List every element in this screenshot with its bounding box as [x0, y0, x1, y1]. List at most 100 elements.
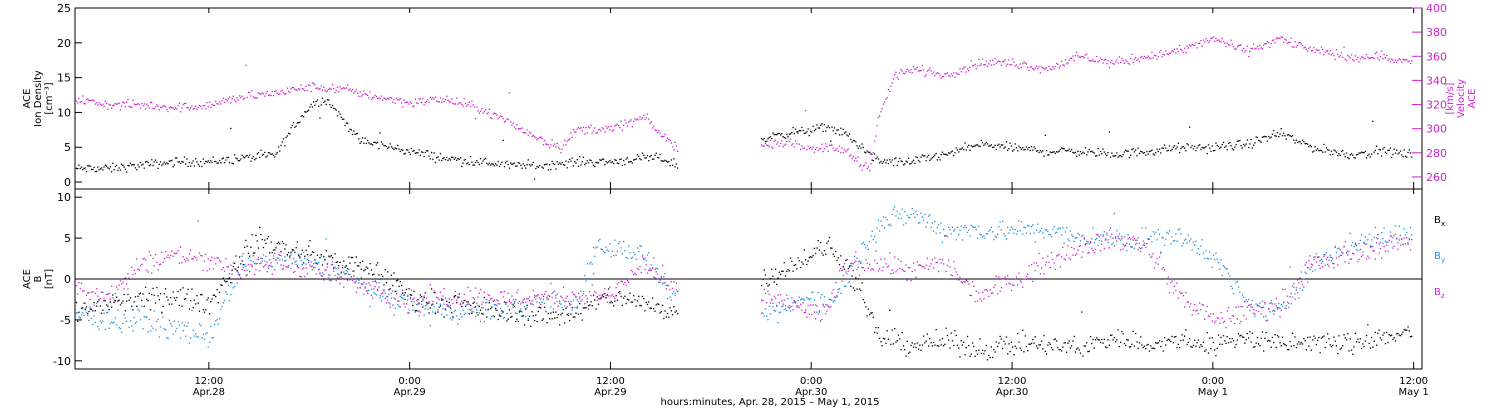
data-point: [370, 91, 371, 92]
data-point: [525, 168, 526, 169]
data-point: [662, 160, 663, 161]
data-point: [466, 301, 467, 302]
data-point: [328, 99, 329, 100]
data-point: [912, 342, 913, 343]
data-point: [211, 337, 212, 338]
data-point: [85, 308, 86, 309]
data-point: [398, 99, 399, 100]
data-point: [146, 161, 147, 162]
data-point: [796, 268, 797, 269]
data-point: [390, 143, 391, 144]
data-point: [503, 140, 504, 141]
data-point: [1256, 303, 1257, 304]
data-point: [1018, 68, 1019, 69]
data-point: [159, 164, 160, 165]
data-point: [567, 314, 568, 315]
data-point: [1263, 45, 1264, 46]
data-point: [233, 262, 234, 263]
data-point: [400, 296, 401, 297]
data-point: [1197, 310, 1198, 311]
data-point: [967, 336, 968, 337]
data-point: [130, 106, 131, 107]
data-point: [938, 73, 939, 74]
data-point: [1276, 305, 1277, 306]
data-point: [1214, 349, 1215, 350]
data-point: [1054, 226, 1055, 227]
data-point: [1149, 254, 1150, 255]
data-point: [533, 315, 534, 316]
data-point: [573, 165, 574, 166]
data-point: [437, 297, 438, 298]
data-point: [452, 103, 453, 104]
data-point: [1197, 342, 1198, 343]
data-point: [903, 73, 904, 74]
data-point: [311, 254, 312, 255]
data-point: [431, 288, 432, 289]
data-point: [1291, 293, 1292, 294]
data-point: [1289, 135, 1290, 136]
data-point: [588, 309, 589, 310]
data-point: [529, 131, 530, 132]
data-point: [1269, 47, 1270, 48]
data-point: [1213, 150, 1214, 151]
data-point: [1174, 240, 1175, 241]
data-point: [1120, 240, 1121, 241]
data-point: [1116, 152, 1117, 153]
data-point: [1123, 333, 1124, 334]
data-point: [306, 267, 307, 268]
data-point: [1210, 38, 1211, 39]
data-point: [147, 271, 148, 272]
data-point: [879, 162, 880, 163]
data-point: [1021, 221, 1022, 222]
data-point: [150, 164, 151, 165]
data-point: [334, 92, 335, 93]
data-point: [947, 72, 948, 73]
data-point: [1348, 251, 1349, 252]
data-point: [1072, 236, 1073, 237]
data-point: [1220, 147, 1221, 148]
data-point: [1225, 268, 1226, 269]
data-point: [1273, 310, 1274, 311]
data-point: [1128, 238, 1129, 239]
data-point: [575, 131, 576, 132]
data-point: [449, 298, 450, 299]
data-point: [1131, 54, 1132, 55]
data-point: [88, 311, 89, 312]
data-point: [151, 159, 152, 160]
data-point: [287, 266, 288, 267]
data-point: [1348, 350, 1349, 351]
data-point: [332, 257, 333, 258]
data-point: [1155, 342, 1156, 343]
data-point: [381, 96, 382, 97]
data-point: [1006, 336, 1007, 337]
data-point: [327, 99, 328, 100]
data-point: [1350, 57, 1351, 58]
data-point: [1079, 154, 1080, 155]
data-point: [1050, 344, 1051, 345]
data-point: [127, 165, 128, 166]
data-point: [914, 343, 915, 344]
data-point: [467, 162, 468, 163]
data-point: [604, 252, 605, 253]
data-point: [971, 60, 972, 61]
data-point: [204, 105, 205, 106]
data-point: [1091, 343, 1092, 344]
data-point: [961, 226, 962, 227]
data-point: [1328, 150, 1329, 151]
data-point: [119, 285, 120, 286]
data-point: [407, 295, 408, 296]
data-point: [385, 145, 386, 146]
data-point: [998, 226, 999, 227]
data-point: [550, 169, 551, 170]
data-point: [226, 100, 227, 101]
data-point: [766, 302, 767, 303]
data-point: [1175, 148, 1176, 149]
data-point: [318, 269, 319, 270]
data-point: [96, 171, 97, 172]
data-point: [253, 253, 254, 254]
data-point: [769, 284, 770, 285]
data-point: [1065, 231, 1066, 232]
data-point: [643, 115, 644, 116]
data-point: [1218, 318, 1219, 319]
data-point: [659, 279, 660, 280]
